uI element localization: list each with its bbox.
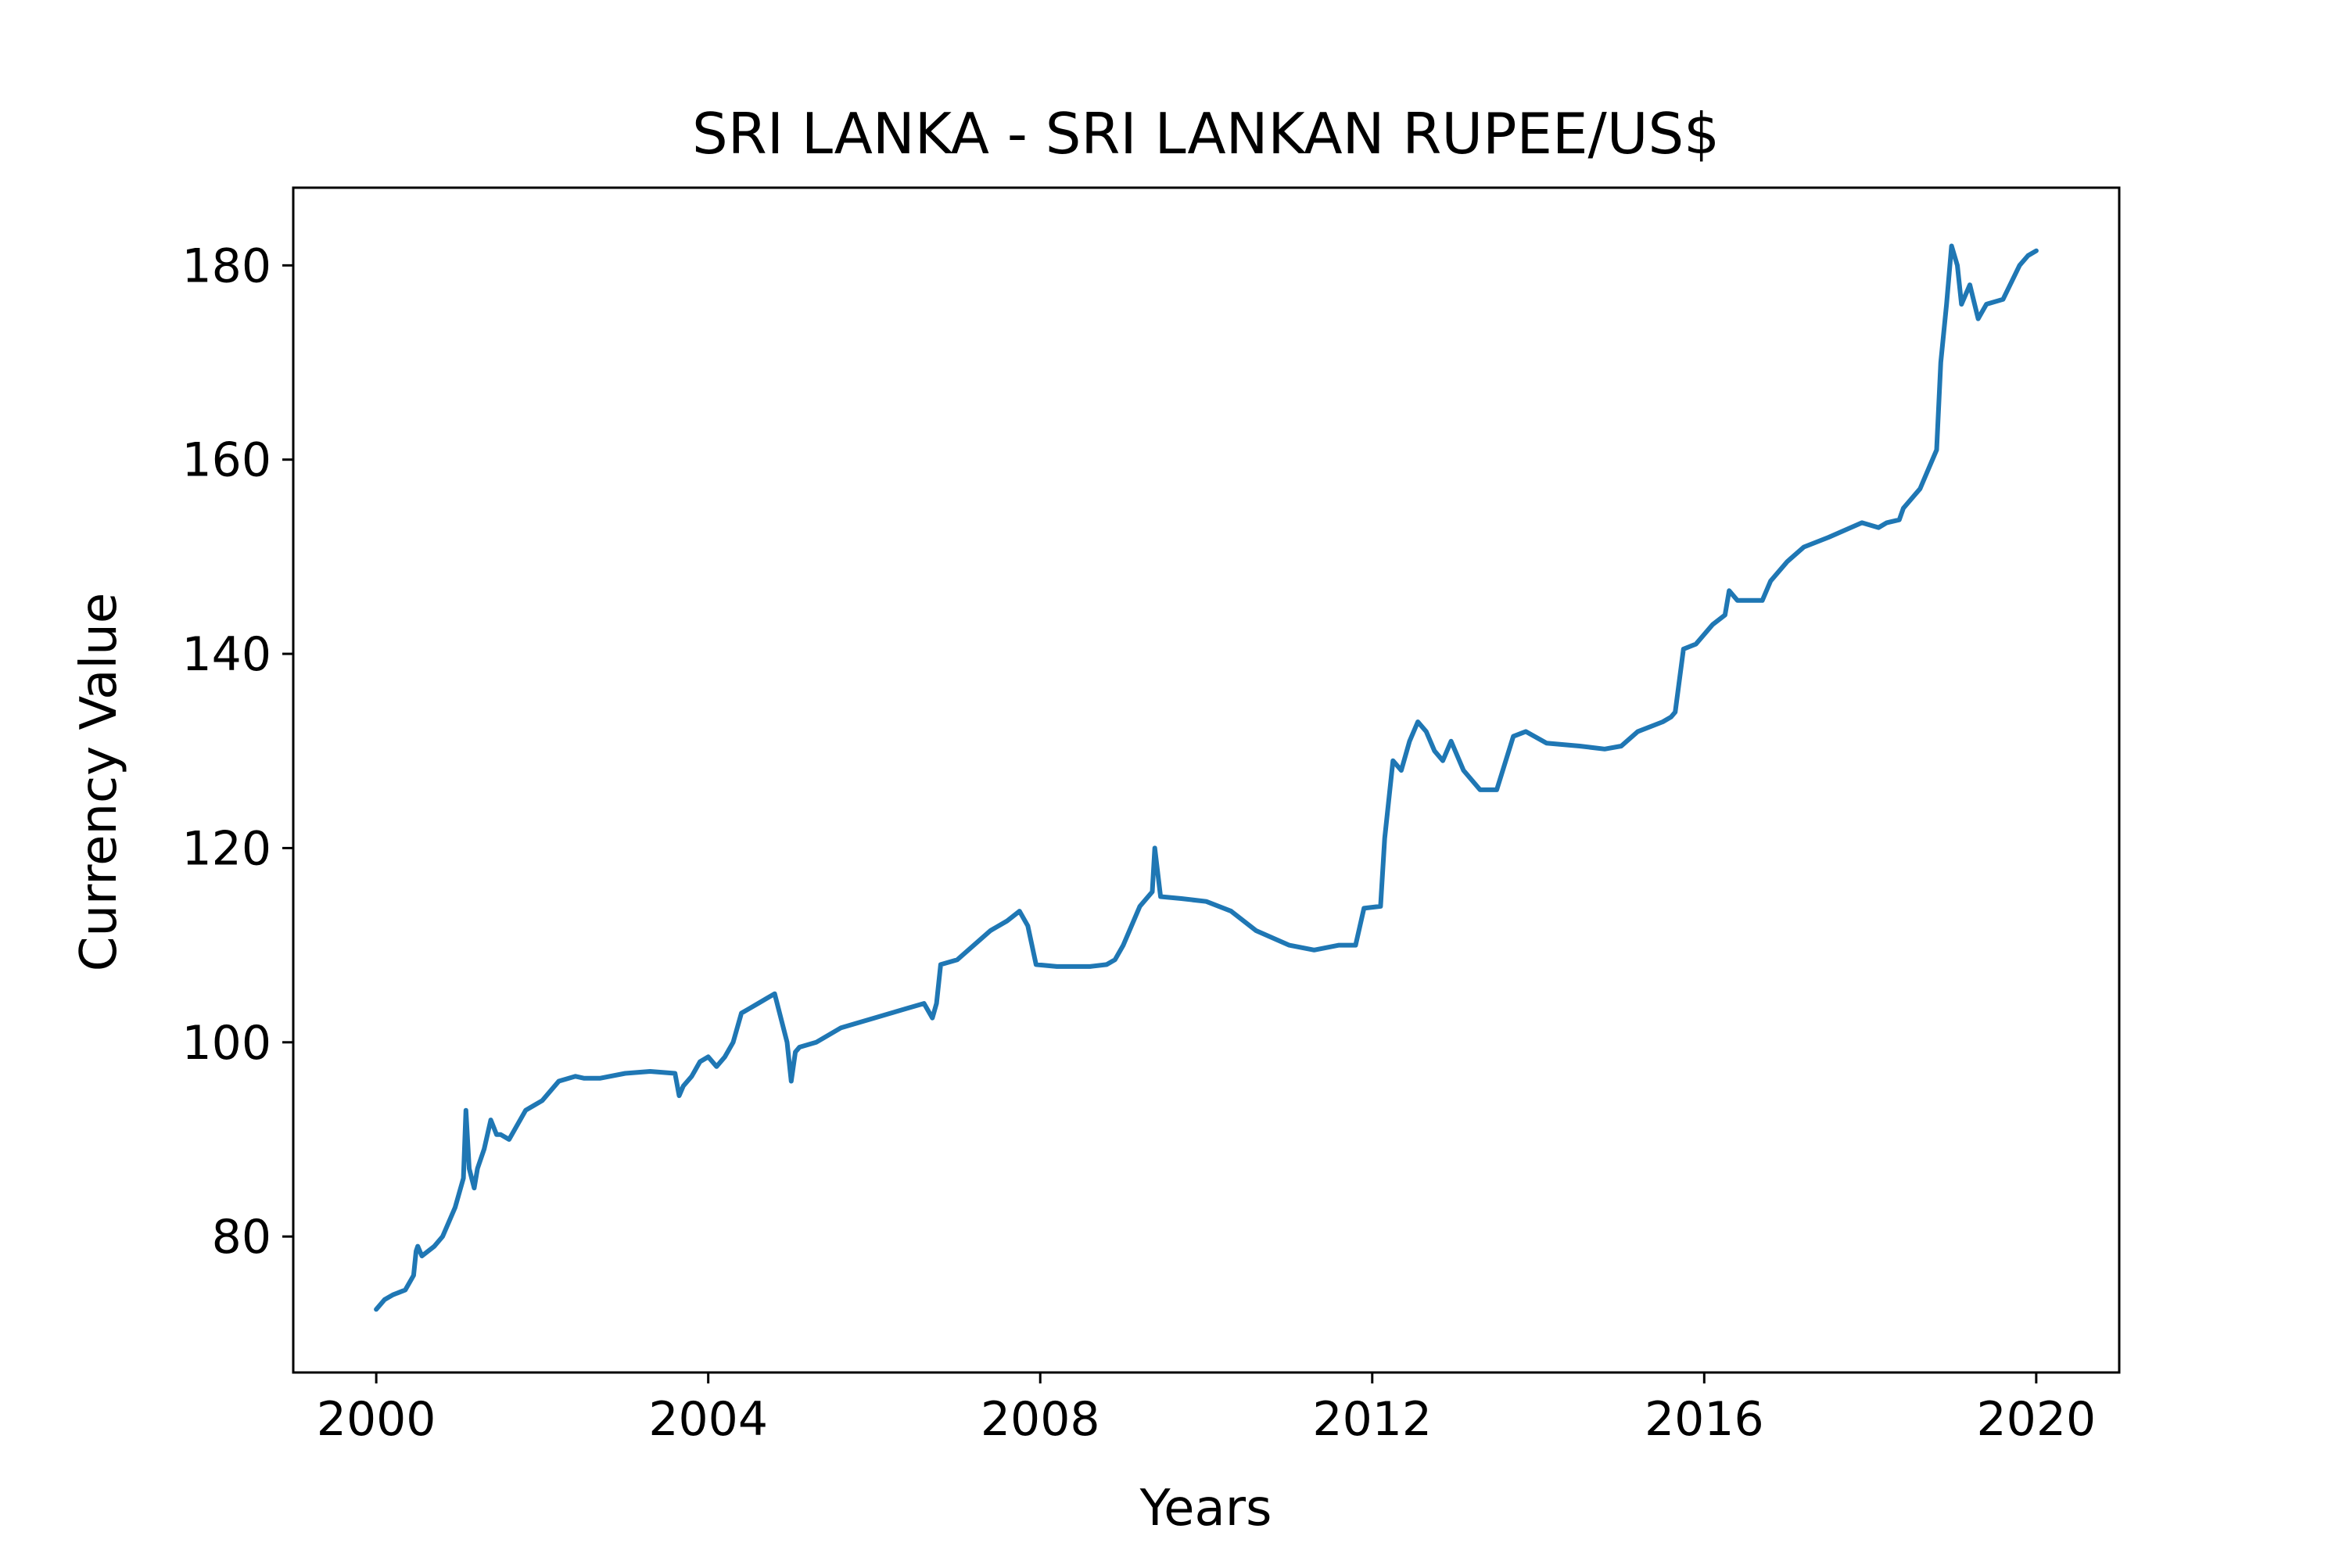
chart-title: SRI LANKA - SRI LANKAN RUPEE/US$ [692,101,1720,167]
x-tick-label: 2004 [648,1392,768,1447]
y-tick-label: 180 [181,239,271,293]
x-tick-label: 2008 [981,1392,1100,1447]
y-tick-label: 80 [212,1210,271,1265]
x-tick-label: 2012 [1312,1392,1432,1447]
plot-area-frame [292,186,2121,1374]
series-line [374,243,2039,1312]
x-tick-label: 2016 [1645,1392,1764,1447]
x-axis-label: Years [1139,1480,1272,1538]
y-tick-label: 140 [181,627,271,682]
series-layer [374,243,2039,1312]
y-tick-label: 120 [181,821,271,876]
axis-ticks: 2000 2004 2008 2012 2016 2020 80 100 120 140 160 18… [181,239,2096,1447]
y-tick-label: 100 [181,1016,271,1071]
y-axis-label: Currency Value [70,593,128,971]
y-tick-label: 160 [181,433,271,488]
x-tick-label: 2020 [1977,1392,2097,1447]
x-tick-label: 2000 [317,1392,436,1447]
